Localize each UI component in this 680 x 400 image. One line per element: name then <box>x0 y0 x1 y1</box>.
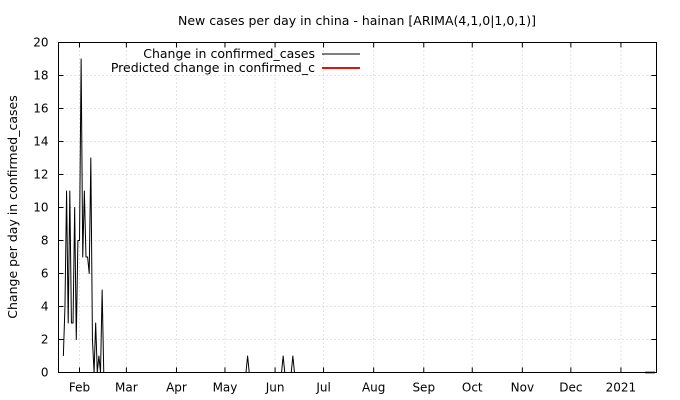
series-line-actual <box>62 58 646 373</box>
y-tick-label: 0 <box>41 366 49 380</box>
legend-label: Predicted change in confirmed_c <box>111 60 315 75</box>
y-tick-label: 16 <box>33 102 48 116</box>
x-tick-label: Nov <box>511 381 534 395</box>
x-tick-label: Feb <box>69 381 90 395</box>
x-tick-label: Mar <box>115 381 138 395</box>
x-tick-label: Aug <box>362 381 385 395</box>
x-tick-label: Dec <box>559 381 582 395</box>
axis-ticks: 0 2 4 6 8 10 12 14 16 18 20 Feb Mar Apr May Jun Jul Aug Se… <box>33 36 657 395</box>
y-tick-label: 10 <box>33 201 48 215</box>
y-tick-label: 12 <box>33 168 48 182</box>
legend-label: Change in confirmed_cases <box>143 46 315 61</box>
x-tick-label: May <box>213 381 238 395</box>
y-axis-label: Change per day in confirmed_cases <box>5 95 20 318</box>
y-tick-label: 6 <box>41 267 49 281</box>
x-tick-label: Jun <box>265 381 285 395</box>
y-tick-label: 8 <box>41 234 49 248</box>
x-tick-label: Jul <box>315 381 330 395</box>
chart-title: New cases per day in china - hainan [ARI… <box>178 13 536 28</box>
x-tick-label: 2021 <box>606 381 637 395</box>
x-tick-label: Apr <box>166 381 187 395</box>
x-tick-label: Sep <box>412 381 435 395</box>
x-tick-label: Oct <box>462 381 483 395</box>
y-tick-label: 4 <box>41 300 49 314</box>
y-tick-label: 14 <box>33 135 48 149</box>
y-tick-label: 20 <box>33 36 48 50</box>
y-tick-label: 18 <box>33 69 48 83</box>
y-tick-label: 2 <box>41 333 49 347</box>
